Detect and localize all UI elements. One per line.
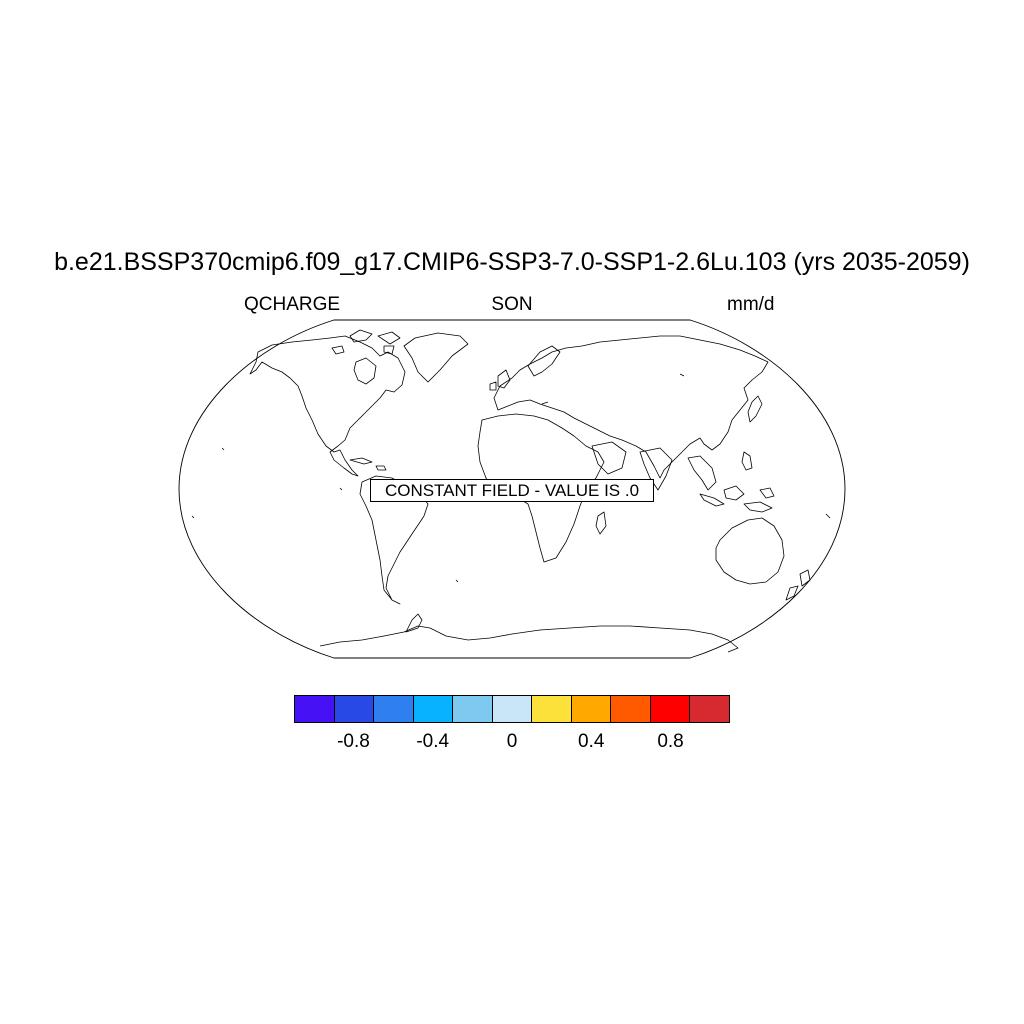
- colorbar-swatch: [610, 695, 651, 723]
- constant-field-message: CONSTANT FIELD - VALUE IS .0: [370, 479, 654, 502]
- australia-coast: [715, 517, 785, 585]
- variable-label: QCHARGE: [244, 294, 341, 315]
- antarctica-coast: [319, 625, 739, 653]
- north-america-coast: [249, 335, 406, 477]
- indonesia: [699, 485, 775, 513]
- colorbar-swatch: [531, 695, 572, 723]
- coastlines: [191, 329, 831, 653]
- colorbar-tick-label: 0.4: [578, 731, 605, 752]
- units-label: mm/d: [727, 294, 775, 315]
- map-boundary: [178, 319, 846, 659]
- colorbar-tick-label: 0: [506, 731, 518, 752]
- plot-title: b.e21.BSSP370cmip6.f09_g17.CMIP6-SSP3-7.…: [54, 248, 970, 276]
- colorbar-tick-label: -0.4: [416, 731, 450, 752]
- colorbar-swatch: [491, 695, 533, 723]
- greenland: [403, 332, 469, 383]
- colorbar: [294, 695, 731, 723]
- scandinavia: [527, 345, 561, 377]
- antarctic-peninsula: [405, 613, 423, 633]
- colorbar-tick-label: 0.8: [657, 731, 684, 752]
- arabian-peninsula: [591, 441, 627, 475]
- season-label: SON: [491, 294, 533, 315]
- colorbar-swatch: [412, 695, 454, 723]
- colorbar-swatch: [373, 695, 414, 723]
- colorbar-swatch: [649, 695, 691, 723]
- new-zealand: [785, 569, 811, 601]
- colorbar-swatch: [452, 695, 493, 723]
- madagascar: [595, 511, 607, 535]
- southeast-asia: [687, 455, 717, 491]
- colorbar-swatch: [689, 695, 731, 723]
- hudson-bay: [353, 357, 377, 385]
- small-islands: [191, 373, 831, 583]
- india: [639, 447, 673, 491]
- japan: [747, 395, 763, 423]
- colorbar-tick-label: -0.8: [337, 731, 370, 752]
- europe-coast: [493, 335, 769, 479]
- philippines: [741, 451, 753, 471]
- british-isles: [489, 369, 511, 391]
- colorbar-swatch: [333, 695, 375, 723]
- caribbean: [349, 457, 387, 471]
- arctic-islands: [331, 329, 401, 355]
- colorbar-swatch: [570, 695, 612, 723]
- colorbar-swatch: [294, 695, 335, 723]
